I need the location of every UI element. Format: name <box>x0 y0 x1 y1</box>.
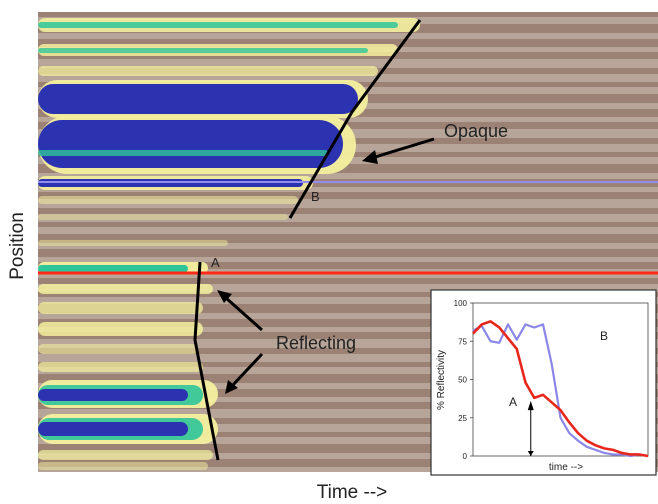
heatmap-band <box>38 257 658 262</box>
heatmap-band <box>38 199 658 208</box>
heatmap-blob <box>38 84 358 114</box>
heatmap-band <box>38 234 658 243</box>
heatmap-blob <box>38 265 188 272</box>
heatmap-band <box>38 418 658 424</box>
heatmap-band <box>38 222 658 227</box>
heatmap-blob <box>38 22 398 28</box>
heatmap-band <box>38 453 658 459</box>
heatmap-blob <box>38 214 288 220</box>
heatmap-blob <box>38 462 208 470</box>
heatmap-band <box>38 362 658 367</box>
heatmap-band <box>38 12 658 17</box>
heatmap-band <box>38 424 658 432</box>
heatmap-band <box>38 292 658 297</box>
inset-y-ticks: 0 25 50 75 100 <box>454 299 473 461</box>
heatmap-band <box>38 39 658 47</box>
heatmap-band <box>38 432 658 437</box>
reflecting-arrow-lower <box>225 352 264 394</box>
heatmap-band <box>38 327 658 332</box>
heatmap-band <box>38 402 658 409</box>
heatmap-blob <box>38 302 203 314</box>
opaque-front-line <box>288 19 422 219</box>
heatmap-band <box>38 444 658 453</box>
inset-frame <box>430 289 657 476</box>
heatmap-band <box>38 354 658 362</box>
heatmap-band <box>38 192 658 199</box>
inset-series-label-a: A <box>509 395 517 409</box>
annotation-opaque: Opaque <box>444 121 508 141</box>
heatmap-band <box>38 348 658 354</box>
label-a: A <box>211 255 220 270</box>
annotation-reflecting: Reflecting <box>276 333 356 353</box>
heatmap-band <box>38 319 658 327</box>
heatmap-band <box>38 243 658 249</box>
heatmap-blob <box>38 450 213 460</box>
heatmap-band <box>38 278 658 284</box>
heatmap-band <box>38 208 658 214</box>
inset-marker-arrow <box>527 400 534 456</box>
heatmap-band <box>38 409 658 418</box>
heatmap-band <box>38 59 658 68</box>
heatmap-band <box>38 164 658 173</box>
heatmap-blob <box>38 48 368 53</box>
heatmap-band <box>38 33 658 39</box>
inset-x-label: time --> <box>549 462 583 473</box>
inset-chart: 0 25 50 75 100 % Reflectivity time --> B A <box>430 289 657 476</box>
heatmap-band <box>38 214 658 222</box>
heatmap-panel: Opaque Reflecting A B <box>38 12 658 472</box>
inset-y-label: % Reflectivity <box>436 350 447 410</box>
heatmap-band <box>38 383 658 389</box>
heatmap-band <box>38 332 658 339</box>
inset-marker-head-bottom <box>527 451 534 456</box>
heatmap-band <box>38 74 658 82</box>
heatmap-blob <box>38 240 228 246</box>
heatmap-band <box>38 437 658 444</box>
inset-series-label-b: B <box>600 329 608 343</box>
heatmap-blob <box>38 284 213 294</box>
inset-y-tick-label: 25 <box>458 414 467 423</box>
inset-y-tick-label: 50 <box>458 376 467 385</box>
heatmap-band <box>38 367 658 374</box>
heatmap-band <box>38 313 658 319</box>
heatmap-blobs <box>38 18 420 470</box>
inset-series-line-a <box>472 320 649 458</box>
heatmap-band <box>38 374 658 383</box>
heatmap-blob <box>38 66 378 76</box>
inset-y-tick-label: 100 <box>454 299 468 308</box>
x-axis-label: Time --> <box>317 482 388 503</box>
heatmap-band <box>38 467 658 472</box>
heatmap-blob <box>38 322 203 336</box>
inset-series-line-b <box>472 323 649 458</box>
heatmap-band <box>38 304 658 313</box>
inset-marker-head-top <box>527 400 534 411</box>
y-axis-label: Position <box>7 212 28 280</box>
heatmap-band <box>38 389 658 397</box>
heatmap-blob <box>38 389 188 401</box>
heatmap-band <box>38 187 658 192</box>
label-b: B <box>311 189 320 204</box>
inset-y-tick-label: 0 <box>463 452 468 461</box>
reflecting-arrow-upper <box>217 290 263 332</box>
heatmap-blob <box>38 150 328 156</box>
heatmap-blob <box>38 362 203 372</box>
inset-series <box>472 320 649 458</box>
inset-y-tick-label: 75 <box>458 337 467 346</box>
heatmap-band <box>38 339 658 348</box>
heatmap-blob <box>38 422 188 436</box>
heatmap-band <box>38 173 658 179</box>
heatmap-band <box>38 227 658 234</box>
heatmap-blob <box>38 344 198 354</box>
heatmap-band <box>38 459 658 467</box>
heatmap-band <box>38 297 658 304</box>
heatmap-band <box>38 284 658 292</box>
heatmap-band <box>38 397 658 402</box>
opaque-arrow <box>362 137 435 164</box>
heatmap-band <box>38 249 658 257</box>
heatmap-band <box>38 262 658 269</box>
heatmap-blob <box>38 196 298 204</box>
reflecting-front-line <box>193 261 220 461</box>
